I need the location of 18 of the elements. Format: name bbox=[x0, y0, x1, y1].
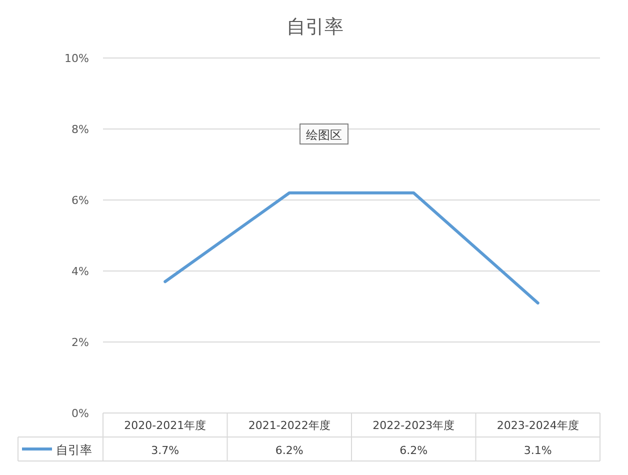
data-label: 6.2% bbox=[275, 444, 304, 457]
x-tick-label: 2022-2023年度 bbox=[372, 419, 455, 432]
chart-title: 自引率 bbox=[286, 16, 344, 38]
y-tick-label: 4% bbox=[72, 265, 89, 278]
y-tick-label: 8% bbox=[72, 123, 89, 136]
data-label: 6.2% bbox=[400, 444, 428, 457]
data-label: 3.1% bbox=[524, 444, 552, 457]
y-tick-label: 2% bbox=[72, 336, 89, 349]
x-tick-label: 2023-2024年度 bbox=[496, 419, 579, 432]
y-tick-label: 10% bbox=[64, 52, 89, 65]
x-tick-label: 2020-2021年度 bbox=[124, 419, 206, 432]
annotation: 绘图区 bbox=[306, 128, 342, 142]
y-tick-label: 0% bbox=[72, 407, 89, 420]
legend-label: 自引率 bbox=[56, 443, 92, 457]
annotation: 绘图区 bbox=[300, 124, 348, 144]
y-tick-label: 6% bbox=[72, 194, 89, 207]
x-tick-label: 2021-2022年度 bbox=[248, 419, 330, 432]
data-label: 3.7% bbox=[151, 444, 180, 457]
